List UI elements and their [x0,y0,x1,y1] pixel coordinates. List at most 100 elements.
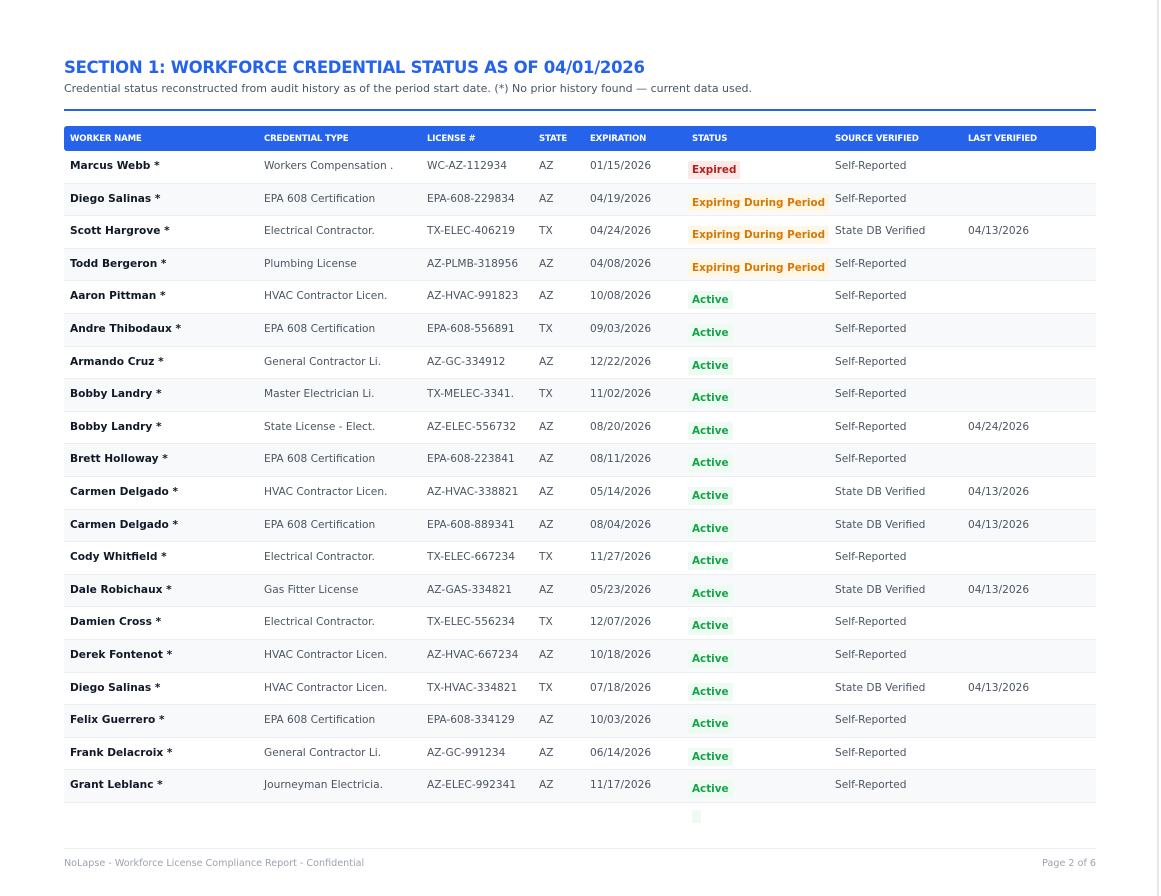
status-badge: Active [688,584,733,603]
worker-cell: Grant Leblanc * [70,779,163,792]
table-row: Scott Hargrove * Electrical Contractor. TX… [64,216,1096,249]
credential-cell: Master Electrician Li. [264,388,375,401]
worker-cell: Felix Guerrero * [70,714,165,727]
source-cell: Self-Reported [835,714,907,727]
expiration-cell: 06/14/2026 [590,746,652,759]
expiration-cell: 08/11/2026 [590,453,652,466]
license-cell: EPA-608-223841 [427,453,515,466]
license-cell: EPA-608-889341 [427,518,515,531]
status-badge: Active [688,780,733,799]
expiration-cell: 11/02/2026 [590,388,652,401]
state-cell: TX [539,388,553,401]
credential-cell: EPA 608 Certification [264,192,376,205]
source-cell: Self-Reported [835,779,907,792]
worker-cell: Cody Whitfield * [70,551,167,564]
worker-cell: Andre Thibodaux * [70,323,182,335]
expiration-cell: 10/18/2026 [590,649,652,661]
status-badge: Active [688,291,733,310]
footer-right: Page 2 of 6 [1042,858,1096,869]
table-row: Diego Salinas * EPA 608 Certification EPA-… [64,183,1096,217]
state-cell: AZ [539,453,554,466]
status-badge: Active [688,519,733,538]
table-row: Felix Guerrero * EPA 608 Certification EPA… [64,705,1096,738]
state-cell: TX [539,551,553,564]
source-cell: State DB Verified [835,486,926,498]
section-title: SECTION 1: WORKFORCE CREDENTIAL STATUS A… [64,58,645,77]
license-cell: AZ-GC-334912 [427,355,506,368]
source-cell: Self-Reported [835,355,907,368]
worker-cell: Diego Salinas * [70,192,161,205]
worker-cell: Carmen Delgado * [70,518,179,531]
state-cell: AZ [539,518,554,531]
license-cell: TX-ELEC-556234 [427,616,515,629]
status-badge: Active [688,552,733,571]
source-cell: Self-Reported [835,290,907,303]
credential-cell: EPA 608 Certification [264,323,376,335]
expiration-cell: 12/22/2026 [590,355,652,368]
column-header: CREDENTIAL TYPE [264,134,349,144]
status-badge: Expired [688,161,741,179]
source-cell: Self-Reported [835,323,907,335]
source-cell: Self-Reported [835,257,907,270]
license-cell: AZ-HVAC-991823 [427,290,519,303]
credential-cell: General Contractor Li. [264,355,382,368]
source-cell: State DB Verified [835,518,926,531]
state-cell: AZ [539,583,554,596]
status-badge: Expiring During Period [688,226,830,245]
last-verified-cell: 04/13/2026 [968,225,1030,238]
status-badge: Active [688,650,733,668]
source-cell: Self-Reported [835,746,907,759]
expiration-cell: 04/08/2026 [590,257,652,270]
credential-cell: Plumbing License [264,257,357,270]
table-row: Diego Salinas * HVAC Contractor Licen. TX-… [64,672,1096,706]
worker-cell: Scott Hargrove * [70,225,170,238]
table-row: Grant Leblanc * Journeyman Electricia. AZ-… [64,770,1096,803]
table-row: Bobby Landry * State License - Elect. AZ-E… [64,411,1096,445]
license-cell: AZ-ELEC-556732 [427,420,517,433]
status-badge: Active [688,682,733,701]
license-cell: AZ-ELEC-992341 [427,779,517,792]
status-badge: Expiring During Period [688,193,830,212]
status-badge: Expiring During Period [688,258,830,277]
credential-cell: Workers Compensation . [264,160,394,172]
credential-cell: EPA 608 Certification [264,518,376,531]
expiration-cell: 11/27/2026 [590,551,652,564]
expiration-cell: 04/19/2026 [590,192,652,205]
column-header: EXPIRATION [590,134,647,144]
table-row: Dale Robichaux * Gas Fitter License AZ-GAS… [64,574,1096,608]
worker-cell: Bobby Landry * [70,388,162,401]
source-cell: Self-Reported [835,649,907,661]
source-cell: Self-Reported [835,453,907,466]
credential-cell: Gas Fitter License [264,583,359,596]
license-cell: AZ-GAS-334821 [427,583,512,596]
worker-cell: Dale Robichaux * [70,583,172,596]
credential-cell: Electrical Contractor. [264,225,375,238]
column-header: WORKER NAME [70,134,142,144]
status-badge: Active [688,421,733,440]
state-cell: AZ [539,779,554,792]
worker-cell: Aaron Pittman * [70,290,166,303]
status-badge: Active [688,487,733,505]
license-cell: TX-ELEC-667234 [427,551,515,564]
worker-cell: Bobby Landry * [70,420,162,433]
license-cell: AZ-GC-991234 [427,746,506,759]
source-cell: State DB Verified [835,583,926,596]
credential-cell: HVAC Contractor Licen. [264,486,388,498]
source-cell: Self-Reported [835,388,907,401]
source-cell: Self-Reported [835,616,907,629]
license-cell: TX-HVAC-334821 [427,681,518,694]
expiration-cell: 07/18/2026 [590,681,652,694]
worker-cell: Derek Fontenot * [70,649,173,661]
table-row: Armando Cruz * General Contractor Li. AZ-G… [64,346,1096,380]
state-cell: AZ [539,486,554,498]
expiration-cell: 10/03/2026 [590,714,652,727]
status-badge: Active [688,454,733,473]
state-cell: TX [539,616,553,629]
last-verified-cell: 04/13/2026 [968,518,1030,531]
column-header: LICENSE # [427,134,476,144]
license-cell: EPA-608-556891 [427,323,515,335]
state-cell: AZ [539,257,554,270]
source-cell: Self-Reported [835,160,907,172]
credential-cell: General Contractor Li. [264,746,382,759]
